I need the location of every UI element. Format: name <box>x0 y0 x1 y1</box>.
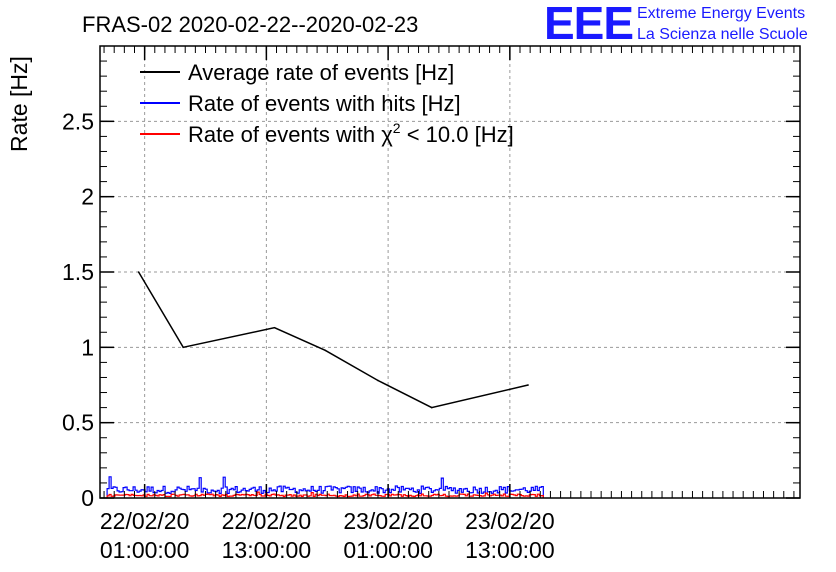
x-tick-label-date: 22/02/20 <box>222 508 312 534</box>
grid-lines <box>100 46 800 498</box>
x-tick-label-time: 13:00:00 <box>465 537 555 563</box>
x-tick-label-date: 23/02/20 <box>465 508 555 534</box>
x-tick-label-time: 01:00:00 <box>100 537 190 563</box>
y-tick-label: 0 <box>81 485 94 511</box>
tick-labels: 0 0.5 1 1.5 2 2.5 22/02/20 01:00:00 22/02/20 13:0… <box>62 108 555 563</box>
x-tick-label-time: 13:00:00 <box>222 537 312 563</box>
axis-ticks <box>100 45 800 499</box>
average-data-point <box>324 349 327 352</box>
legend-label-chi2-prefix: Rate of events with <box>188 122 381 147</box>
eee-logo: EEE Extreme Energy Events La Scienza nel… <box>544 0 808 49</box>
eee-logo-line2: La Scienza nelle Scuole <box>637 26 808 43</box>
average-data-point <box>527 384 529 386</box>
x-tick-label-date: 23/02/20 <box>343 508 433 534</box>
x-tick-label-time: 01:00:00 <box>343 537 433 563</box>
y-tick-label: 0.5 <box>62 410 94 436</box>
series-line-hits <box>106 476 544 498</box>
eee-logo-mark: EEE <box>544 0 633 49</box>
legend-label-hits: Rate of events with hits [Hz] <box>188 91 461 116</box>
y-tick-label: 1.5 <box>62 259 94 285</box>
series-line-chi2 <box>106 491 544 498</box>
average-data-point <box>430 406 433 409</box>
legend-label-chi2: Rate of events with χ2 < 10.0 [Hz] <box>188 120 514 147</box>
average-data-point <box>137 271 140 273</box>
legend-label-average: Average rate of events [Hz] <box>188 60 454 85</box>
average-data-point <box>273 326 276 329</box>
chart-title: FRAS-02 2020-02-22--2020-02-23 <box>82 12 418 37</box>
legend-label-chi2-symbol: χ <box>381 122 393 147</box>
y-axis-label: Rate [Hz] <box>6 56 32 152</box>
y-tick-label: 1 <box>81 334 94 360</box>
x-tick-label-date: 22/02/20 <box>100 508 190 534</box>
eee-logo-line1: Extreme Energy Events <box>637 5 805 22</box>
average-data-point <box>377 379 379 382</box>
series-line-average <box>137 271 529 409</box>
legend-label-chi2-suffix: < 10.0 [Hz] <box>401 122 514 147</box>
average-data-point <box>182 346 184 349</box>
legend: Average rate of events [Hz] Rate of even… <box>140 60 514 147</box>
legend-label-chi2-sup: 2 <box>393 120 401 136</box>
series-layer <box>106 271 544 498</box>
y-tick-label: 2 <box>81 184 94 210</box>
y-tick-label: 2.5 <box>62 108 94 134</box>
